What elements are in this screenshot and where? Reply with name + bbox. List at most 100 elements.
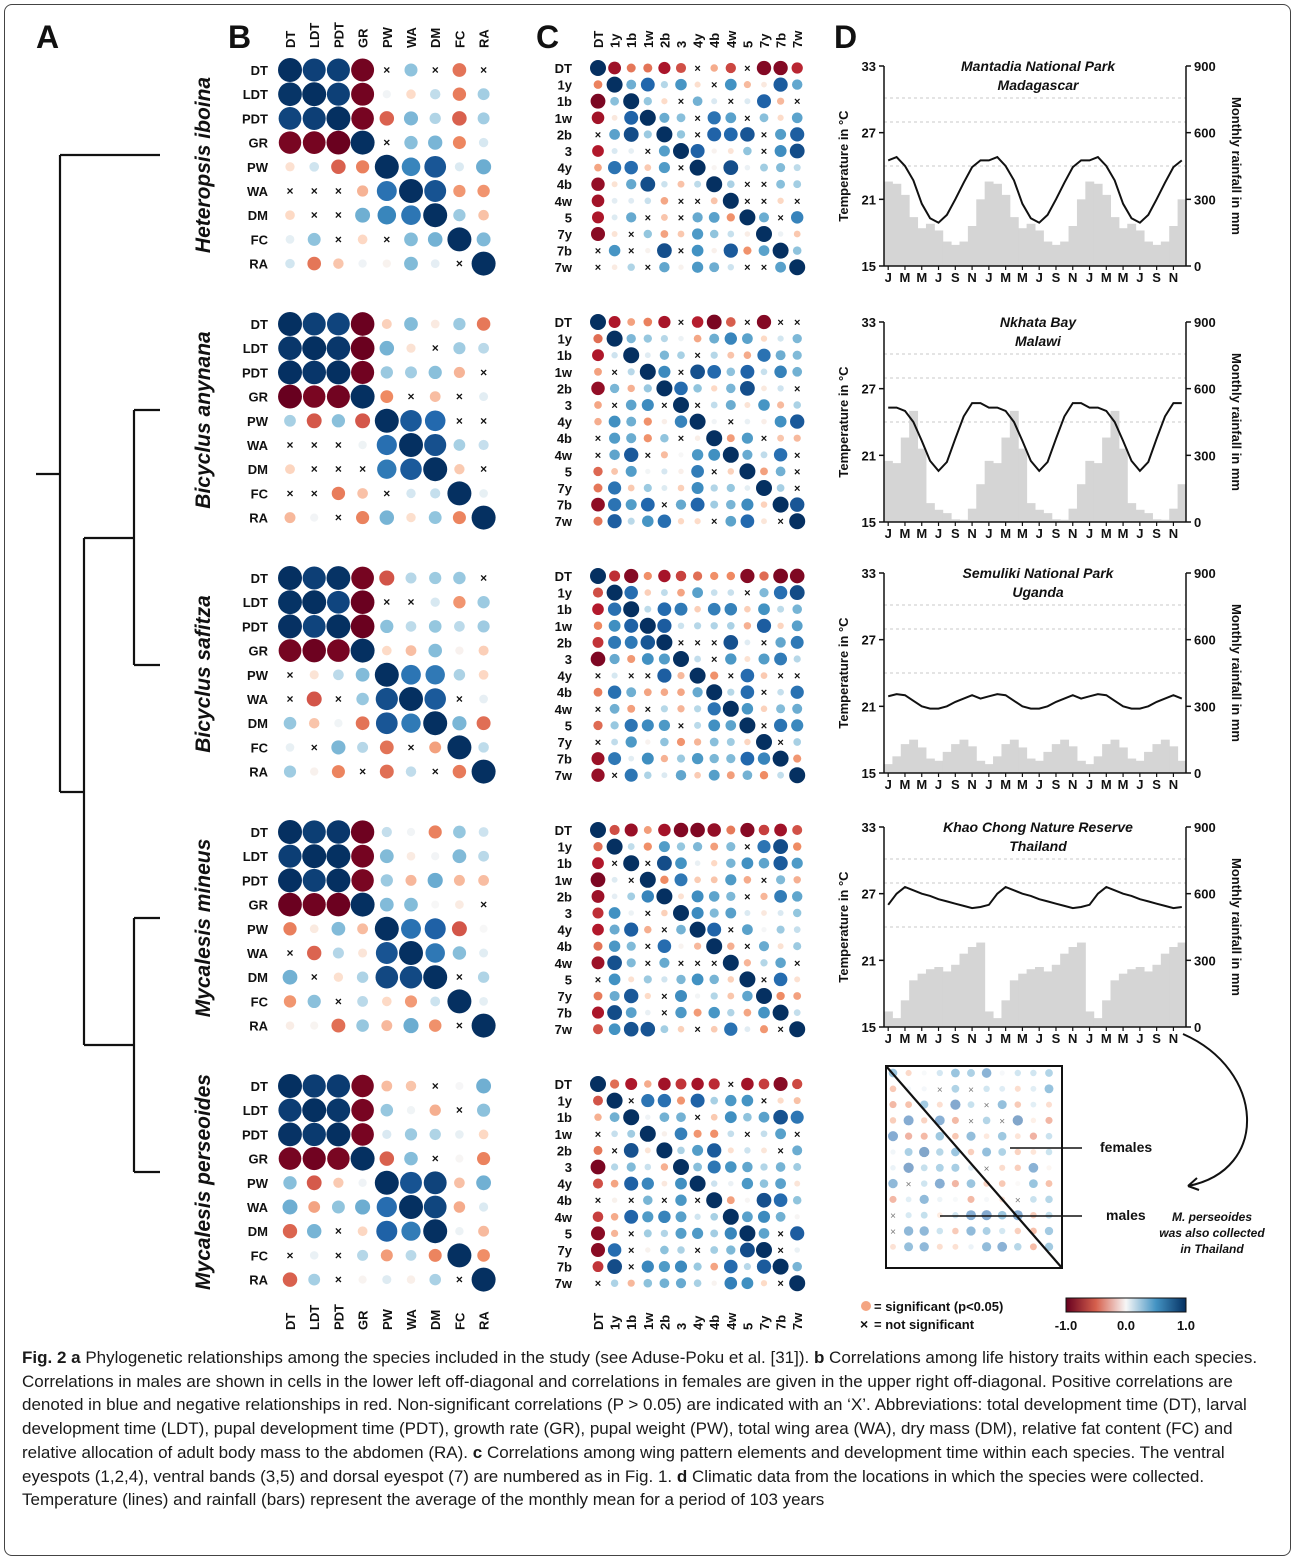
correlation-dot [773, 77, 788, 92]
rainfall-bar [1093, 183, 1103, 266]
rainfall-bar [1118, 448, 1128, 522]
correlation-dot [689, 1175, 706, 1192]
month-tick: S [1152, 1031, 1161, 1046]
month-tick: M [1000, 526, 1011, 541]
inset-x-mark: × [999, 1116, 1005, 1127]
correlation-dot [789, 513, 806, 530]
correlation-dot [643, 1278, 653, 1288]
month-tick: J [985, 270, 992, 285]
correlation-dot [675, 1006, 687, 1019]
correlation-dot [351, 869, 374, 892]
row-label: DM [248, 716, 268, 731]
correlation-dot [406, 1106, 416, 1115]
month-tick: S [1052, 526, 1061, 541]
correlation-dot [675, 1078, 687, 1090]
correlation-dot [690, 497, 705, 512]
correlation-dot [643, 842, 652, 851]
correlation-dot [710, 401, 718, 409]
rainfall-bar [1068, 226, 1078, 266]
month-tick: J [1036, 270, 1043, 285]
correlation-dot [710, 500, 719, 509]
correlation-dot [761, 1147, 767, 1154]
correlation-dot [725, 1094, 737, 1107]
correlation-dot [400, 1171, 422, 1194]
rainfall-bar [1093, 463, 1103, 522]
correlation-dot [624, 1176, 639, 1191]
correlation-dot [278, 892, 302, 917]
correlation-dot [690, 364, 705, 380]
not-significant-mark: × [678, 720, 684, 732]
column-label-bottom: 4w [724, 1312, 739, 1330]
correlation-dot [726, 754, 736, 764]
not-significant-mark: × [728, 96, 734, 108]
row-label: GR [249, 390, 269, 405]
not-significant-mark: × [335, 184, 342, 198]
correlation-dot [694, 655, 701, 663]
correlation-dot [674, 873, 688, 887]
correlation-dot [777, 771, 784, 779]
correlation-dot [623, 988, 639, 1004]
correlation-dot [592, 1024, 604, 1035]
correlation-dot [379, 740, 394, 755]
correlation-dot [608, 619, 621, 632]
inset-dot [934, 1115, 945, 1126]
row-label: 7b [557, 244, 572, 259]
correlation-dot [452, 764, 467, 779]
correlation-dot [592, 636, 604, 648]
row-label: 2b [557, 889, 572, 904]
correlation-dot [423, 1171, 447, 1195]
correlation-dot [756, 1259, 772, 1274]
colorbar-max: 1.0 [1177, 1318, 1195, 1333]
correlation-dot [773, 839, 789, 855]
correlation-dot [327, 1147, 350, 1170]
correlation-dot [358, 259, 367, 268]
row-label: FC [251, 232, 269, 247]
correlation-dot [673, 397, 689, 413]
correlation-dot [611, 352, 618, 359]
correlation-dot [374, 916, 399, 941]
month-tick: S [951, 1031, 960, 1046]
month-tick: N [1068, 526, 1077, 541]
correlation-dot [744, 1026, 751, 1033]
rainfall-bar [900, 744, 910, 773]
correlation-dot [789, 1021, 806, 1038]
correlation-dot [333, 1177, 344, 1188]
not-significant-mark: × [794, 671, 800, 683]
correlation-dot [302, 312, 326, 336]
correlation-dot [725, 874, 737, 886]
correlation-dot [624, 718, 638, 732]
correlation-dot [659, 261, 670, 273]
correlation-dot [453, 825, 466, 839]
correlation-dot [772, 1258, 789, 1275]
correlation-dot [447, 1243, 472, 1268]
month-tick: N [1068, 777, 1077, 792]
correlation-dot [722, 700, 739, 717]
correlation-dot [676, 754, 686, 763]
correlation-dot [357, 488, 368, 499]
correlation-dot [593, 841, 603, 852]
correlation-dot [429, 741, 442, 754]
not-significant-mark: × [383, 595, 390, 609]
correlation-dot [609, 703, 620, 714]
correlation-dot [380, 619, 394, 634]
correlation-dot [624, 110, 639, 125]
row-label: PW [247, 1176, 269, 1191]
not-significant-mark: × [678, 163, 684, 175]
row-label: DT [555, 823, 572, 838]
inset-dot [952, 1196, 958, 1202]
correlation-dot [727, 148, 734, 154]
not-significant-mark: × [311, 970, 318, 984]
month-tick: M [900, 270, 911, 285]
caption-fig-label: Fig. 2 [22, 1348, 67, 1367]
month-tick: S [1152, 526, 1161, 541]
correlation-dot [627, 263, 635, 271]
correlation-dot [742, 333, 753, 344]
correlation-dot [641, 1177, 654, 1190]
correlation-dot [774, 823, 787, 837]
not-significant-mark: × [744, 588, 750, 600]
correlation-dot [793, 738, 802, 746]
rainfall-bar [1051, 519, 1061, 522]
inset-dot [1014, 1243, 1022, 1251]
correlation-dot [661, 418, 668, 425]
